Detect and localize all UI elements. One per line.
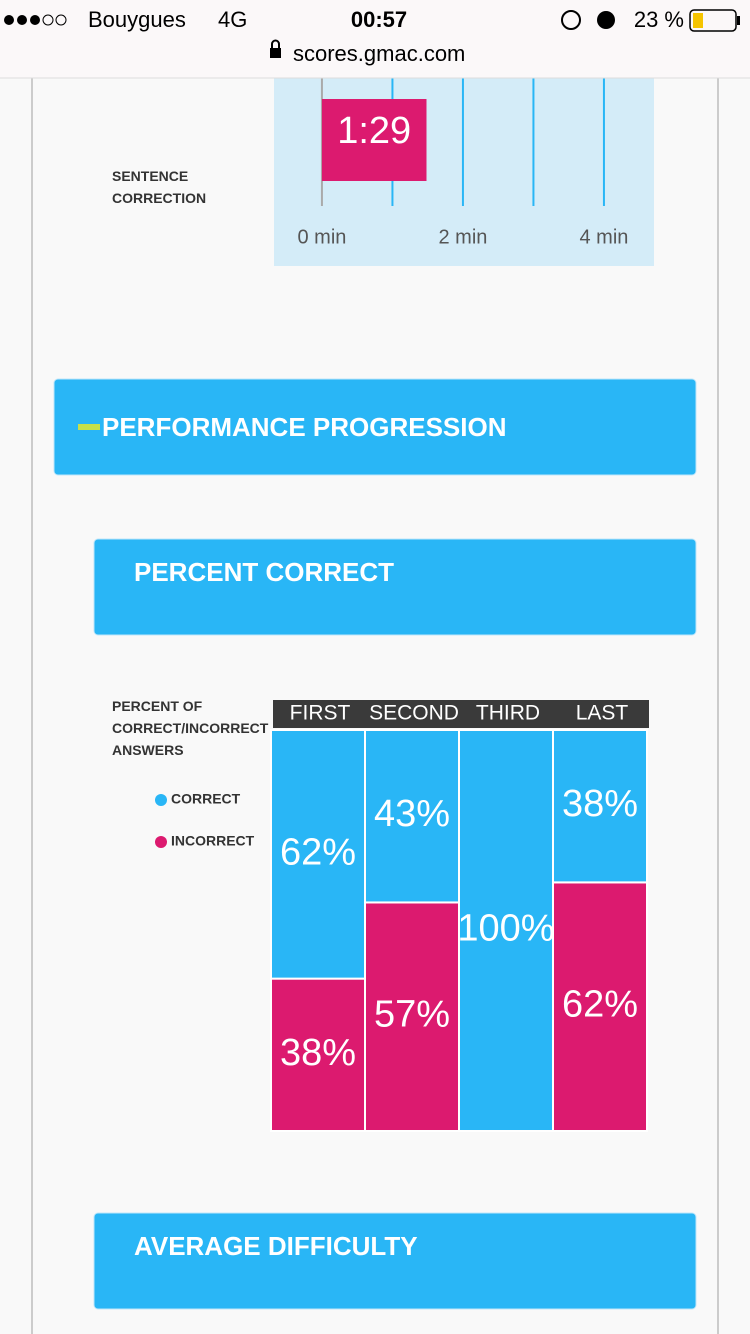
bar-segment — [364, 729, 460, 904]
value-label: 57% — [374, 994, 450, 1036]
battery-tip — [737, 16, 740, 25]
x-tick-label: 2 min — [438, 226, 487, 248]
bar-segment — [552, 729, 648, 884]
signal — [4, 14, 67, 26]
legend-marker — [155, 836, 167, 848]
lock-icon — [270, 48, 281, 58]
bar-segment — [270, 729, 366, 980]
value-label: 38% — [280, 1032, 356, 1074]
x-tick-label: SECOND — [369, 702, 459, 725]
battery-percent: 23 % — [634, 7, 684, 32]
column-header — [273, 700, 367, 728]
section-title: PERCENT CORRECT — [134, 557, 394, 587]
charts: 0 min 2 min 4 min 1:29 SENTENCE CORRECTION PER… — [112, 78, 654, 1132]
x-tick-label: 4 min — [579, 226, 628, 248]
legend-label: INCORRECT — [171, 833, 255, 849]
y-axis-label: PERCENT OF CORRECT/INCORRECT ANSWERS — [112, 698, 269, 758]
bar-segment — [364, 901, 460, 1132]
bar-segment — [458, 729, 554, 1132]
alarm-icon — [597, 11, 615, 29]
value-label: 1:29 — [337, 110, 411, 152]
value-label: 38% — [562, 783, 638, 825]
value-label: 43% — [374, 793, 450, 835]
x-tick-label: FIRST — [290, 702, 351, 725]
section-header[interactable] — [93, 538, 697, 636]
collapse-icon[interactable] — [78, 424, 100, 430]
battery-level — [693, 13, 703, 28]
value-label: 62% — [562, 984, 638, 1026]
url[interactable]: scores.gmac.com — [293, 41, 465, 66]
column-header — [367, 700, 461, 728]
category-label: SENTENCE CORRECTION — [112, 168, 206, 206]
section-title: AVERAGE DIFFICULTY — [134, 1231, 418, 1261]
x-tick-label: 0 min — [297, 226, 346, 248]
carrier: Bouygues — [88, 7, 186, 32]
lock-shackle — [271, 39, 280, 48]
legend-marker — [155, 794, 167, 806]
legend-label: CORRECT — [171, 791, 241, 807]
rotation-lock-icon — [561, 10, 581, 30]
bar-segment — [270, 977, 366, 1132]
battery-icon — [689, 9, 737, 32]
section-header[interactable] — [53, 378, 697, 476]
column-header — [461, 700, 555, 728]
section-title: PERFORMANCE PROGRESSION — [102, 412, 507, 442]
time: 00:57 — [351, 7, 407, 32]
x-tick-label: LAST — [576, 702, 629, 725]
column-header — [555, 700, 649, 728]
bar — [321, 99, 427, 181]
x-tick-label: THIRD — [476, 702, 540, 725]
network: 4G — [218, 7, 247, 32]
value-label: 62% — [280, 831, 356, 873]
bar-segment — [552, 881, 648, 1132]
value-label: 100% — [457, 908, 554, 950]
status-bar — [0, 0, 750, 78]
section-header[interactable] — [93, 1212, 697, 1310]
